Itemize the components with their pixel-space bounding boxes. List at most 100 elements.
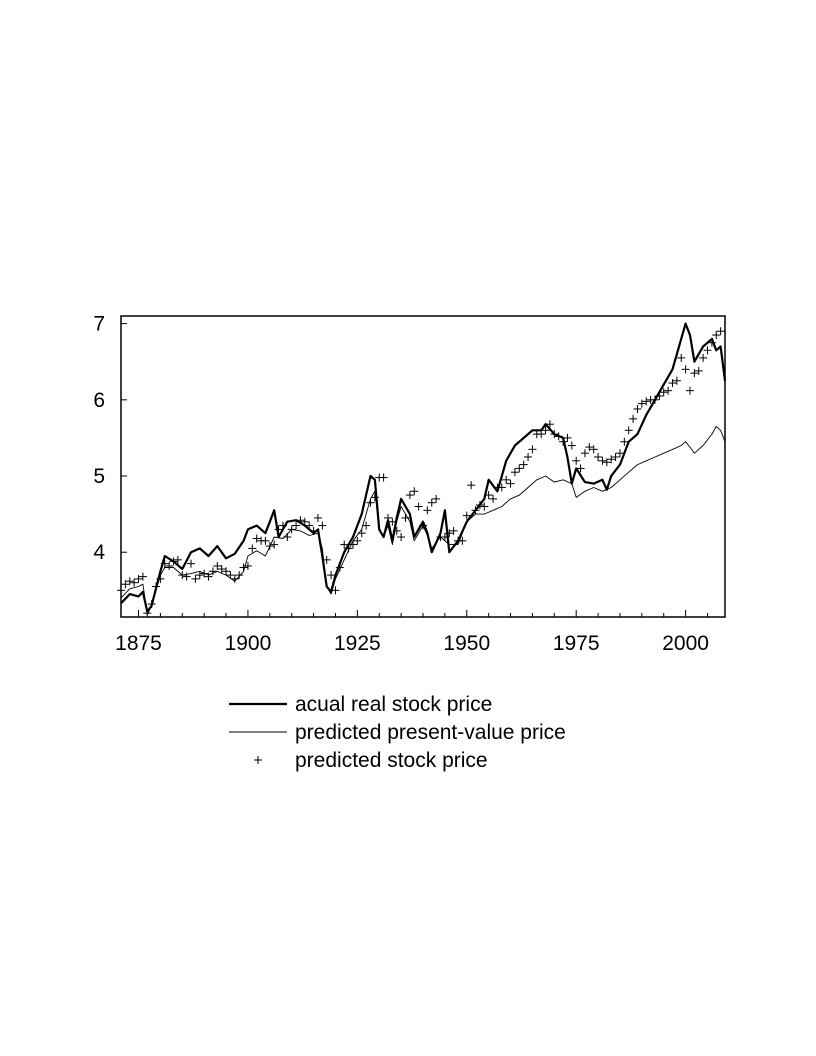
predicted-stock-price-marker [248,544,257,553]
predicted-stock-price-marker [545,420,554,429]
predicted-stock-price-marker [370,493,379,502]
predicted-stock-price-marker [668,379,677,388]
predicted-stock-price-marker [515,464,524,473]
predicted-stock-price-marker [624,426,633,435]
predicted-stock-price-marker [397,532,406,541]
predicted-stock-price-marker [165,561,174,570]
x-tick-label: 2000 [662,632,709,655]
predicted-stock-price-marker [195,571,204,580]
predicted-stock-price-marker [235,571,244,580]
predicted-stock-price-marker [379,473,388,482]
predicted-stock-price-marker [327,571,336,580]
y-axis: 4 5 6 7 [93,313,127,564]
predicted-stock-price-marker [292,521,301,530]
predicted-stock-price-marker [270,540,279,549]
predicted-stock-price-marker [156,574,165,583]
predicted-stock-price-marker [602,458,611,467]
predicted-stock-price-marker [278,521,287,530]
predicted-stock-price-marker [576,464,585,473]
predicted-stock-price-marker [659,388,668,397]
predicted-stock-price-marker [502,475,511,484]
predicted-stock-price-marker [410,487,419,496]
predicted-stock-price-marker [173,555,182,564]
predicted-stock-price-marker [445,529,454,538]
predicted-stock-price-marker [524,452,533,461]
predicted-stock-price-marker [204,572,213,581]
predicted-stock-price-marker [559,437,568,446]
predicted-stock-price-marker [362,521,371,530]
plot-frame [120,315,726,618]
predicted-stock-price-marker [650,395,659,404]
predicted-stock-price-marker [475,500,484,509]
predicted-stock-price-marker [467,481,476,490]
predicted-stock-price-marker [510,468,519,477]
predicted-stock-price-marker [305,521,314,530]
predicted-stock-price-marker [261,536,270,545]
predicted-stock-price-marker [191,574,200,583]
y-tick-label: 6 [93,389,105,412]
predicted-stock-price-marker [335,563,344,572]
predicted-stock-price-marker [130,578,139,587]
predicted-stock-price-marker [152,582,161,591]
predicted-stock-price-marker [432,494,441,503]
predicted-stock-price-marker [274,525,283,534]
predicted-stock-price-marker [121,580,130,589]
predicted-stock-price-marker [563,433,572,442]
predicted-stock-price-marker [344,544,353,553]
predicted-stock-price-marker [677,353,686,362]
predicted-stock-price-marker [480,502,489,511]
predicted-stock-price-marker [580,449,589,458]
predicted-stock-price-marker [567,441,576,450]
legend: acual real stock price predicted present… [229,693,566,772]
predicted-stock-price-marker [208,567,217,576]
x-tick-label: 1900 [225,632,272,655]
predicted-stock-price-marker [537,430,546,439]
predicted-stock-price-marker [690,369,699,378]
predicted-stock-price-marker [143,609,152,618]
y-tick-label: 4 [93,541,105,564]
y-tick-label: 5 [93,465,105,488]
predicted-stock-price-marker [489,494,498,503]
predicted-stock-price-marker [243,561,252,570]
predicted-stock-price-marker [178,571,187,580]
x-tick-label: 1950 [443,632,490,655]
predicted-stock-price-marker [462,511,471,520]
predicted-stock-price-marker [681,365,690,374]
predicted-stock-price-marker [440,532,449,541]
predicted-stock-price-marker [187,559,196,568]
legend-swatch-predicted-marker [254,756,262,764]
legend-label-present-value: predicted present-value price [295,721,566,744]
predicted-stock-price-marker [125,577,134,586]
predicted-stock-price-marker [401,513,410,522]
predicted-stock-price-marker [222,567,231,576]
predicted-stock-price-marker [117,586,125,595]
predicted-stock-price-marker [182,572,191,581]
predicted-stock-price-marker [554,432,563,441]
predicted-stock-price-marker [707,338,716,347]
predicted-stock-price-marker [699,353,708,362]
predicted-stock-price-marker [629,414,638,423]
predicted-stock-price-marker [388,517,397,526]
predicted-stock-price-marker [541,426,550,435]
predicted-stock-price-marker [589,445,598,454]
predicted-stock-price-marker [226,571,235,580]
legend-label-actual: acual real stock price [295,693,492,716]
predicted-stock-price-marker [239,563,248,572]
predicted-stock-price-marker [550,430,559,439]
predicted-stock-price-marker [318,521,327,530]
predicted-stock-price-marker [615,449,624,458]
x-tick-label: 1975 [553,632,600,655]
predicted-stock-price-marker [611,452,620,461]
predicted-stock-price-marker [265,542,274,551]
predicted-stock-price-marker [283,532,292,541]
predicted-stock-price-marker [427,498,436,507]
predicted-stock-price-marker [340,540,349,549]
predicted-stock-price-marker [309,526,318,535]
predicted-stock-price-marker [572,456,581,465]
predicted-stock-price-marker [169,557,178,566]
predicted-stock-price-marker [392,526,401,535]
predicted-stock-price-marker [598,456,607,465]
predicted-stock-price-marker [200,569,209,578]
predicted-stock-price-marker [506,479,515,488]
